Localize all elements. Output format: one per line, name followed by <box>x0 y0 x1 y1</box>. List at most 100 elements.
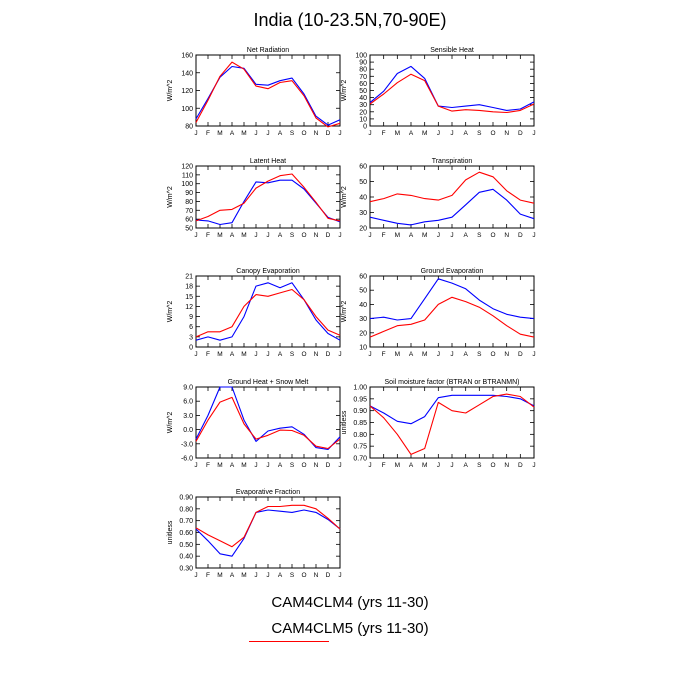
panel-3-xtick-label: F <box>382 232 386 239</box>
panel-8-ytick-label: 0.90 <box>179 495 193 502</box>
panel-2-xtick-label: J <box>266 232 269 239</box>
panel-0-xtick-label: A <box>230 130 235 137</box>
panel-7-frame <box>369 386 535 459</box>
panel-8-xtick-label: D <box>326 572 331 579</box>
panel-2-series-blue <box>195 179 341 226</box>
panel-3-ytick-label: 50 <box>359 179 367 186</box>
panel-2-title: Latent Heat <box>250 158 286 165</box>
panel-1-ytick-label: 30 <box>359 102 367 109</box>
panel-6-xtick-label: A <box>278 462 283 469</box>
panel-3-series-red <box>369 171 535 204</box>
panel-5-frame <box>369 275 535 348</box>
panel-8-ytick-label: 0.60 <box>179 530 193 537</box>
panel-3-xtick-label: O <box>490 232 495 239</box>
panel-8-xtick-label: J <box>194 572 197 579</box>
panel-7-xtick-label: J <box>450 462 453 469</box>
panel-2-frame <box>195 165 341 229</box>
panel-0-xtick-label: J <box>338 130 341 137</box>
legend-entry-cam4clm5: CAM4CLM5 (yrs 11-30) <box>271 620 429 637</box>
panel-6-ytick-label: 6.0 <box>183 399 193 406</box>
panel-1-xtick-label: A <box>409 130 414 137</box>
panel-3-xtick-label: J <box>450 232 453 239</box>
panel-2-ylabel: W/m^2 <box>167 186 174 208</box>
panel-0-xtick-label: J <box>194 130 197 137</box>
panel-0-xtick-label: J <box>254 130 257 137</box>
panel-4-series-blue <box>195 282 341 341</box>
panel-2-xtick-label: O <box>301 232 306 239</box>
panel-1-xtick-label: M <box>395 130 400 137</box>
panel-5-xtick-label: J <box>450 351 453 358</box>
panel-1-frame <box>369 54 535 127</box>
panel-0-xtick-label: J <box>266 130 269 137</box>
panel-6-ytick-label: 0.0 <box>183 427 193 434</box>
panel-7-ytick-label: 0.80 <box>353 432 367 439</box>
panel-3-xtick-label: N <box>504 232 509 239</box>
panel-8-xtick-label: A <box>278 572 283 579</box>
panel-3-xtick-label: J <box>368 232 371 239</box>
panel-5-xtick-label: D <box>518 351 523 358</box>
panel-8-xtick-label: M <box>241 572 246 579</box>
panel-1-xtick-label: J <box>450 130 453 137</box>
panel-3-series-blue <box>369 188 535 226</box>
panel-5-title: Ground Evaporation <box>421 268 484 275</box>
panel-8-frame <box>195 496 341 569</box>
panel-3-frame <box>369 165 535 229</box>
panel-3-xtick-label: A <box>463 232 468 239</box>
panel-2-ytick-label: 90 <box>185 190 193 197</box>
panel-3-title: Transpiration <box>432 158 473 165</box>
panel-1-xtick-label: S <box>477 130 482 137</box>
panel-2-ytick-label: 100 <box>181 181 193 188</box>
panel-5-xtick-label: J <box>437 351 440 358</box>
panel-3-xtick-label: J <box>437 232 440 239</box>
panel-8-series-blue <box>195 509 341 557</box>
panel-1-ytick-label: 60 <box>359 81 367 88</box>
panel-8-xtick-label: S <box>290 572 295 579</box>
panel-7-xtick-label: M <box>422 462 427 469</box>
page-title: India (10-23.5N,70-90E) <box>253 10 447 30</box>
panel-6-xtick-label: J <box>338 462 341 469</box>
panel-1-ytick-label: 50 <box>359 88 367 95</box>
panel-6-ytick-label: -3.0 <box>181 441 193 448</box>
panel-3-xtick-label: M <box>395 232 400 239</box>
panel-3-xtick-label: J <box>532 232 535 239</box>
panel-6-ytick-label: -6.0 <box>181 456 193 463</box>
panel-6-frame <box>195 386 341 459</box>
panel-8-xtick-label: M <box>217 572 222 579</box>
panel-7-ytick-label: 0.75 <box>353 444 367 451</box>
panel-8-xtick-label: J <box>338 572 341 579</box>
panel-7-xtick-label: A <box>463 462 468 469</box>
panel-4-xtick-label: J <box>254 351 257 358</box>
panel-3-xtick-label: A <box>409 232 414 239</box>
panel-4-xtick-label: F <box>206 351 210 358</box>
panel-7-xtick-label: O <box>490 462 495 469</box>
panel-8-ytick-label: 0.50 <box>179 542 193 549</box>
panel-1-ytick-label: 40 <box>359 95 367 102</box>
panel-6-xtick-label: D <box>326 462 331 469</box>
panel-8-xtick-label: J <box>254 572 257 579</box>
panel-4-ytick-label: 21 <box>185 274 193 281</box>
panel-2-ytick-label: 70 <box>185 208 193 215</box>
panel-2-xtick-label: A <box>278 232 283 239</box>
panel-6-xtick-label: M <box>241 462 246 469</box>
panel-3-ytick-label: 30 <box>359 210 367 217</box>
panel-1-xtick-label: J <box>437 130 440 137</box>
panel-5-ytick-label: 10 <box>359 345 367 352</box>
panel-1-ytick-label: 100 <box>355 53 367 60</box>
panel-8-xtick-label: F <box>206 572 210 579</box>
panel-8-series-red <box>195 504 341 548</box>
panel-6-xtick-label: M <box>217 462 222 469</box>
panel-4-xtick-label: M <box>241 351 246 358</box>
panel-8-xtick-label: N <box>314 572 319 579</box>
panel-4-xtick-label: J <box>338 351 341 358</box>
panel-1-ylabel: W/m^2 <box>341 80 348 102</box>
panel-0-xtick-label: N <box>314 130 319 137</box>
panel-5-xtick-label: A <box>409 351 414 358</box>
panel-5-ytick-label: 40 <box>359 302 367 309</box>
panel-0-frame <box>195 54 341 127</box>
panel-7-xtick-label: J <box>532 462 535 469</box>
panel-7-ytick-label: 0.90 <box>353 408 367 415</box>
panel-0-xtick-label: D <box>326 130 331 137</box>
panel-1-xtick-label: F <box>382 130 386 137</box>
panel-2-xtick-label: M <box>217 232 222 239</box>
